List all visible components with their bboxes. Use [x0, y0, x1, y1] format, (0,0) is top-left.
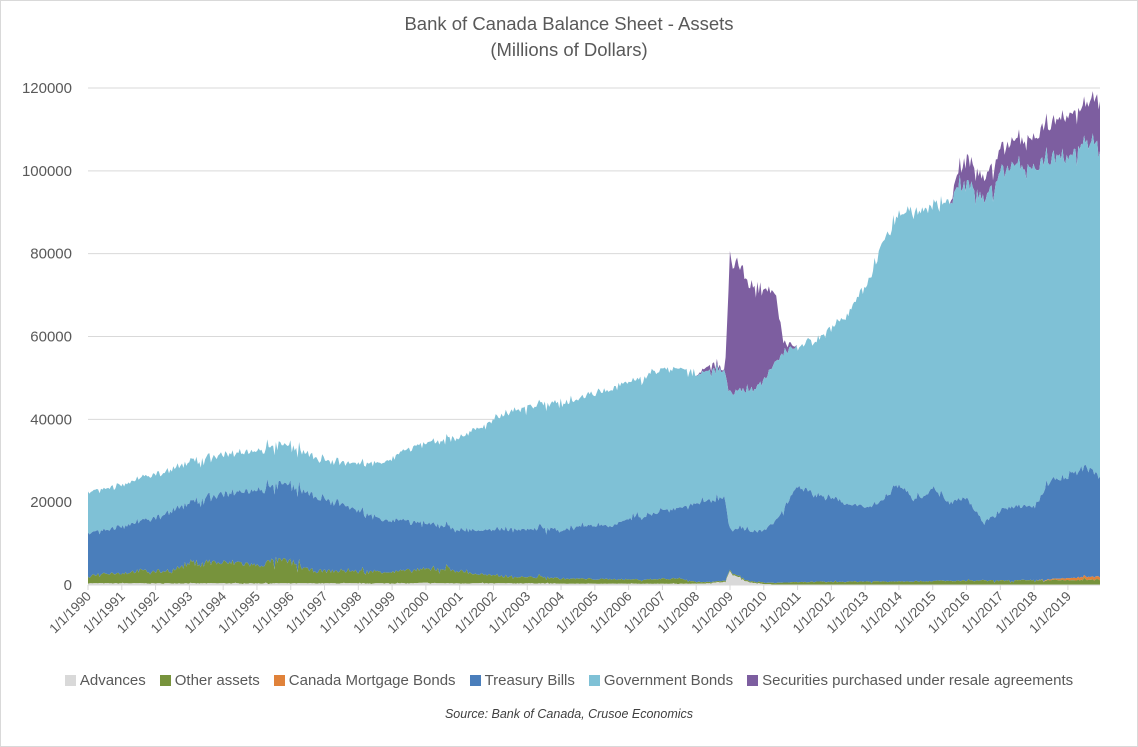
stacked-areas — [88, 91, 1100, 585]
y-tick-label: 40000 — [30, 411, 72, 428]
y-tick-label: 80000 — [30, 246, 72, 263]
legend-label: Government Bonds — [603, 672, 734, 689]
y-tick-label: 100000 — [22, 163, 72, 180]
legend-label: Canada Mortgage Bonds — [288, 672, 456, 689]
chart-subtitle: (Millions of Dollars) — [490, 39, 648, 60]
chart-title: Bank of Canada Balance Sheet - Assets — [404, 13, 734, 34]
x-tick-labels: 1/1/19901/1/19911/1/19921/1/19931/1/1994… — [46, 588, 1074, 636]
legend-swatch — [588, 675, 600, 686]
legend-swatch — [159, 675, 171, 686]
legend: Advances Other assets Canada Mortgage Bo… — [0, 672, 1138, 689]
area-other-assets — [88, 556, 1100, 585]
legend-swatch — [64, 675, 76, 686]
legend-label: Advances — [79, 672, 146, 689]
y-axis: 0 20000 40000 60000 80000 100000 120000 — [22, 80, 72, 594]
y-tick-label: 120000 — [22, 80, 72, 97]
plot-area: 0 20000 40000 60000 80000 100000 120000 1/1/19… — [22, 80, 1100, 636]
source-note: Source: Bank of Canada, Crusoe Economics — [444, 707, 694, 721]
y-tick-label: 20000 — [30, 494, 72, 511]
legend-label: Securities purchased under resale agreem… — [762, 672, 1074, 689]
legend-item-other-assets: Other assets — [159, 672, 260, 689]
area-advances — [88, 571, 1100, 585]
legend-label: Treasury Bills — [484, 672, 575, 689]
legend-swatch — [273, 675, 285, 686]
y-tick-label: 60000 — [30, 329, 72, 346]
legend-swatch — [747, 675, 759, 686]
x-axis — [87, 584, 1100, 590]
legend-swatch — [469, 675, 481, 686]
legend-item-canada-mortgage-bonds: Canada Mortgage Bonds — [273, 672, 456, 689]
legend-label: Other assets — [174, 672, 260, 689]
area-treasury-bills — [88, 464, 1100, 584]
legend-item-securities-resale: Securities purchased under resale agreem… — [747, 672, 1073, 689]
area-government-bonds — [88, 133, 1100, 535]
legend-item-treasury-bills: Treasury Bills — [469, 672, 575, 689]
legend-item-advances: Advances — [64, 672, 146, 689]
y-tick-label: 0 — [64, 577, 72, 594]
legend-item-government-bonds: Government Bonds — [588, 672, 734, 689]
